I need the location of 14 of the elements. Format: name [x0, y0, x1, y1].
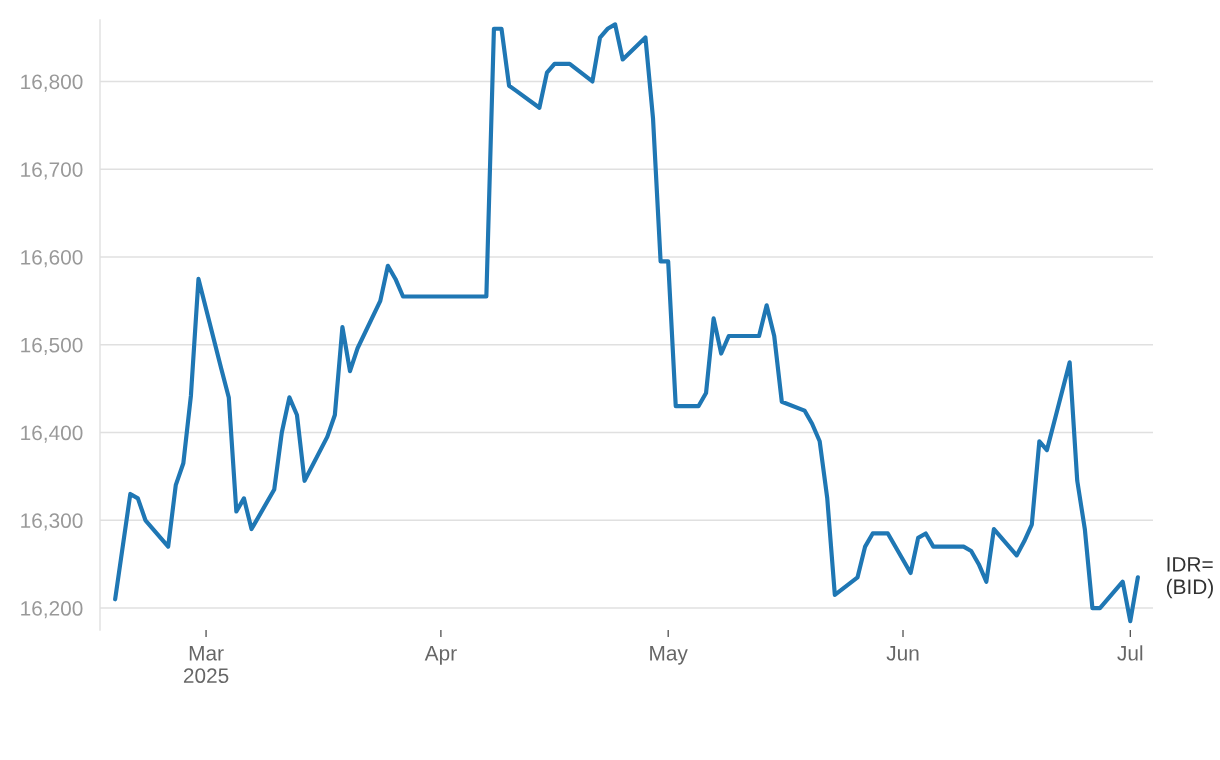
line-series [113, 22, 1140, 624]
x-tick-label: Jul [1117, 645, 1143, 661]
y-tick-label: 16,200 [21, 601, 83, 619]
x-tick-label: May [650, 646, 688, 665]
x-tick-label: Jun [886, 646, 919, 661]
y-tick-label: 16,600 [21, 249, 83, 268]
y-tick-label: 16,800 [21, 74, 83, 92]
x-tick-label: Mar 2025 [183, 646, 229, 684]
series-label: IDR= (BID) [1166, 557, 1213, 599]
y-tick-label: 16,500 [21, 337, 83, 355]
y-tick-label: 16,700 [21, 162, 83, 180]
x-tick-label: Apr [424, 646, 457, 665]
y-tick-label: 16,400 [21, 425, 83, 443]
y-tick-label: 16,300 [21, 513, 83, 531]
